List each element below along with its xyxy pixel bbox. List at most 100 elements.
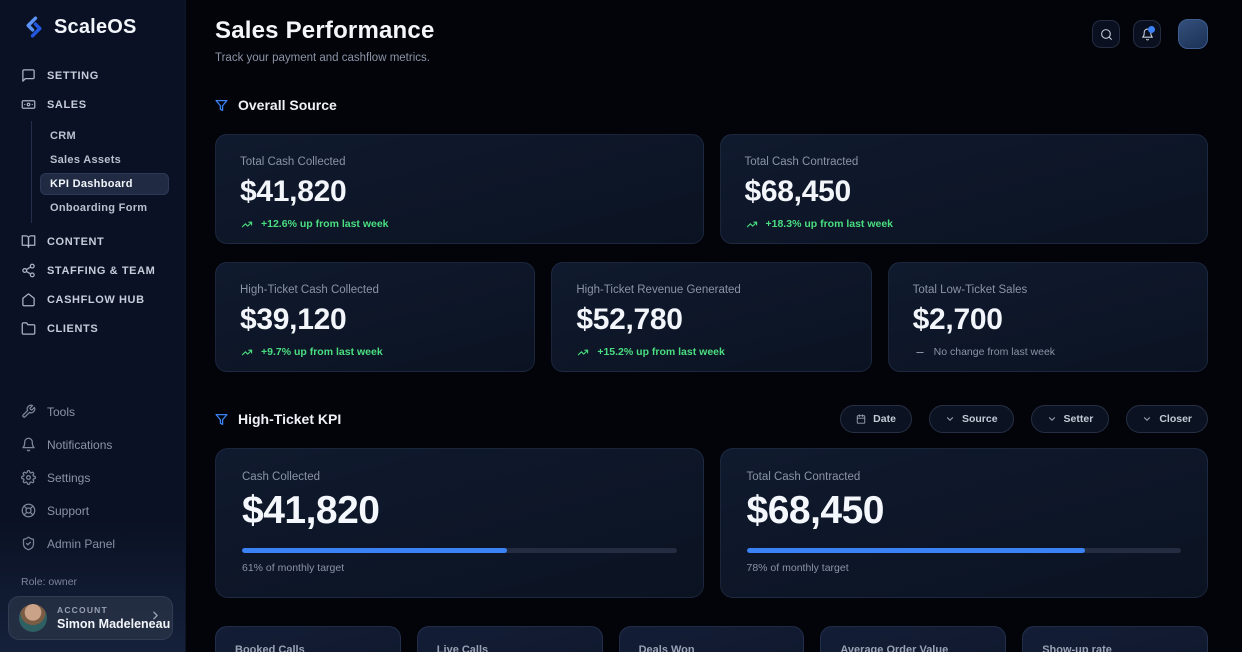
notifications-button[interactable] [1133, 20, 1161, 48]
chat-icon [22, 69, 35, 82]
banknote-icon [21, 100, 36, 109]
sidebar-item-crm[interactable]: CRM [50, 130, 76, 142]
kpi-label: Total Low-Ticket Sales [912, 284, 1028, 296]
chevron-down-icon [1144, 417, 1151, 421]
user-avatar[interactable] [1178, 19, 1208, 49]
account-label: ACCOUNT [57, 605, 108, 615]
sidebar-item-support[interactable]: Support [0, 494, 185, 527]
sidebar-item-clients[interactable]: CLIENTS [0, 314, 185, 343]
gear-icon [21, 470, 36, 485]
sidebar-item-sales[interactable]: SALES [0, 90, 185, 119]
kpi-label: Total Cash Contracted [746, 471, 861, 483]
sidebar-item-label: SALES [47, 98, 87, 111]
sidebar-item-onboarding-form[interactable]: Onboarding Form [50, 202, 148, 214]
filter-closer-button[interactable]: Closer [1126, 405, 1208, 433]
brand-logo: ScaleOS [0, 0, 185, 53]
kpi-trend: +18.3% up from last week [745, 218, 1184, 230]
notification-dot [1148, 26, 1155, 33]
chevron-down-icon [1048, 417, 1055, 421]
overall-row-1: Total Cash Collected $41,820 +12.6% up f… [215, 134, 1208, 244]
section-title: High-Ticket KPI [238, 411, 342, 427]
sidebar-item-kpi-dashboard[interactable]: KPI Dashboard [40, 173, 169, 195]
kpi-card-low-ticket-sales: Total Low-Ticket Sales $2,700 No change … [887, 262, 1208, 372]
kpi-value: $2,700 [912, 303, 1003, 336]
scaleos-logo-icon [26, 16, 42, 38]
sidebar-item-tools[interactable]: Tools [0, 395, 185, 428]
kpi-card-high-ticket-cash-collected: High-Ticket Cash Collected $39,120 +9.7%… [215, 262, 536, 372]
bottom-kpi-row: Booked Calls Live Calls Deals Won Averag… [215, 626, 1208, 652]
trending-up-icon [746, 221, 757, 227]
filter-funnel-icon [215, 99, 228, 111]
filter-label: Closer [1159, 413, 1192, 425]
account-avatar [19, 604, 47, 632]
kpi-label: Total Cash Contracted [744, 156, 859, 168]
minus-icon [915, 351, 924, 353]
search-icon [1100, 28, 1112, 40]
trending-up-icon [578, 349, 589, 355]
sidebar-item-label: Admin Panel [47, 536, 116, 551]
filter-setter-button[interactable]: Setter [1030, 405, 1110, 433]
sidebar-item-settings[interactable]: Settings [0, 461, 185, 494]
header-actions [1092, 19, 1208, 49]
sidebar-item-label: SETTING [47, 69, 99, 82]
kpi-value: $39,120 [240, 303, 347, 336]
section-title: Overall Source [238, 97, 337, 113]
filter-date-button[interactable]: Date [840, 405, 912, 433]
high-ticket-kpi-header: High-Ticket KPI Date Source Setter Clos [215, 405, 1208, 433]
mini-card-average-order-value: Average Order Value [820, 626, 1007, 652]
sidebar-item-content[interactable]: CONTENT [0, 227, 185, 256]
search-button[interactable] [1092, 20, 1120, 48]
filter-label: Date [873, 413, 896, 425]
kpi-trend: +15.2% up from last week [576, 346, 846, 358]
account-card[interactable]: ACCOUNT Simon Madeleneau [8, 596, 173, 640]
page-title: Sales Performance [215, 17, 435, 44]
sidebar-item-label: Support [47, 503, 90, 518]
kpi-trend: +9.7% up from last week [240, 346, 510, 358]
progress-bar [746, 548, 1181, 553]
filter-label: Setter [1063, 413, 1094, 425]
filter-source-button[interactable]: Source [928, 405, 1014, 433]
chevron-down-icon [946, 417, 953, 421]
sidebar-item-label: Settings [47, 470, 91, 485]
overall-row-2: High-Ticket Cash Collected $39,120 +9.7%… [215, 262, 1208, 372]
mini-card-booked-calls: Booked Calls [215, 626, 401, 652]
kpi-value: $41,820 [240, 175, 347, 208]
sidebar-nav: SETTING SALES CRM Sales Assets KPI Dashb… [0, 61, 185, 343]
mini-card-live-calls: Live Calls [416, 626, 603, 652]
mini-card-label: Show-up rate [1042, 644, 1112, 652]
sidebar: ScaleOS SETTING SALES CRM Sales Assets K… [0, 0, 186, 652]
kpi-card-high-ticket-revenue: High-Ticket Revenue Generated $52,780 +1… [551, 262, 872, 372]
sidebar-item-setting[interactable]: SETTING [0, 61, 185, 90]
sidebar-item-sales-assets[interactable]: Sales Assets [50, 154, 122, 166]
progress-fill [242, 548, 508, 553]
sidebar-item-label: Notifications [47, 437, 113, 452]
progress-fill [746, 548, 1086, 553]
bell-icon [22, 437, 35, 452]
sidebar-item-label: Tools [47, 404, 76, 419]
overall-source-header: Overall Source [215, 97, 1208, 113]
wrench-icon [22, 404, 36, 418]
home-icon [22, 293, 35, 307]
high-ticket-row: Cash Collected $41,820 61% of monthly ta… [215, 448, 1208, 598]
chevron-right-icon [149, 609, 162, 627]
kpi-trend-text: +12.6% up from last week [261, 218, 389, 230]
sidebar-item-label: CONTENT [47, 235, 105, 248]
mini-card-deals-won: Deals Won [618, 626, 805, 652]
calendar-icon [856, 414, 866, 424]
brand-name: ScaleOS [54, 15, 137, 38]
kpi-card-total-cash-contracted: Total Cash Contracted $68,450 +18.3% up … [719, 134, 1208, 244]
account-name: Simon Madeleneau [57, 617, 171, 631]
sidebar-item-staffing-team[interactable]: STAFFING & TEAM [0, 256, 185, 285]
mini-card-label: Live Calls [436, 644, 489, 652]
sidebar-item-cashflow-hub[interactable]: CASHFLOW HUB [0, 285, 185, 314]
ht-card-total-cash-contracted: Total Cash Contracted $68,450 78% of mon… [719, 448, 1208, 598]
book-icon [21, 235, 36, 248]
sidebar-item-notifications[interactable]: Notifications [0, 428, 185, 461]
mini-card-label: Deals Won [638, 644, 695, 652]
sidebar-item-label: STAFFING & TEAM [47, 264, 156, 277]
shield-check-icon [22, 536, 35, 551]
kpi-trend: No change from last week [913, 346, 1183, 358]
sidebar-utility-nav: Tools Notifications Settings Support Adm… [0, 395, 185, 566]
filter-bar: Date Source Setter Closer [840, 405, 1208, 433]
sidebar-item-admin-panel[interactable]: Admin Panel [0, 527, 185, 560]
